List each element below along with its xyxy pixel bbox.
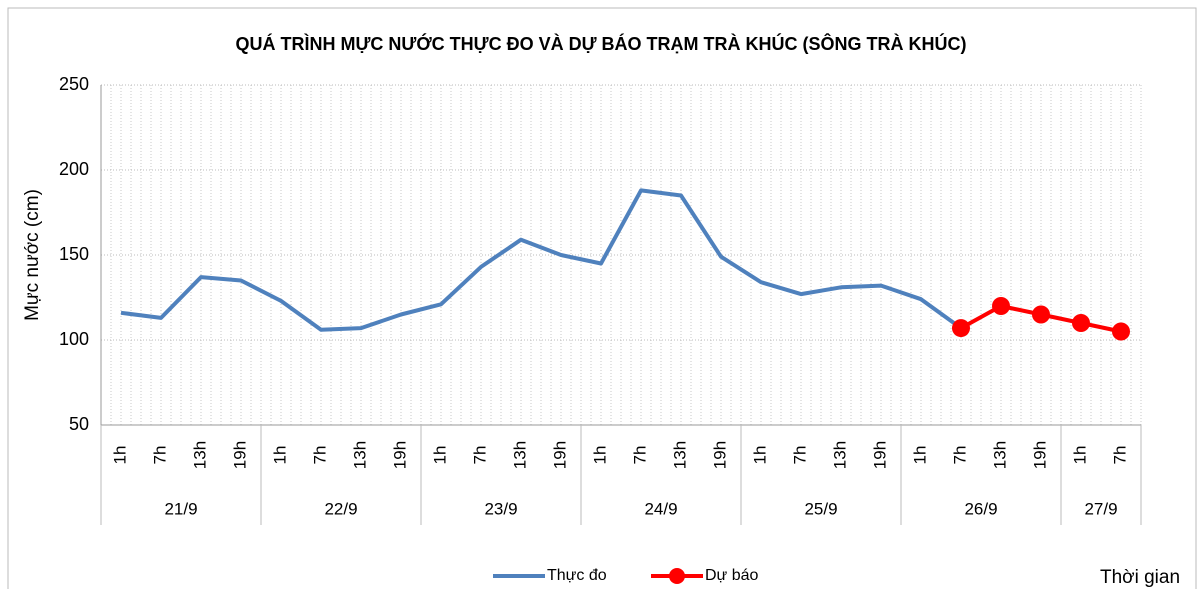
x-tick-label: 1h xyxy=(430,446,449,465)
group-label: 25/9 xyxy=(804,499,837,518)
marker xyxy=(1072,314,1090,332)
x-tick-label: 7h xyxy=(1110,446,1129,465)
group-label: 21/9 xyxy=(164,499,197,518)
legend-label: Dự báo xyxy=(705,567,759,584)
x-tick-label: 13h xyxy=(830,441,849,469)
group-label: 24/9 xyxy=(644,499,677,518)
y-axis-label: Mực nước (cm) xyxy=(22,189,43,321)
x-tick-label: 13h xyxy=(990,441,1009,469)
x-tick-label: 7h xyxy=(950,446,969,465)
legend-label: Thực đo xyxy=(547,567,607,584)
x-tick-label: 19h xyxy=(550,441,569,469)
x-tick-label: 19h xyxy=(230,441,249,469)
x-tick-label: 19h xyxy=(710,441,729,469)
x-tick-label: 13h xyxy=(510,441,529,469)
x-tick-label: 13h xyxy=(670,441,689,469)
x-tick-label: 13h xyxy=(350,441,369,469)
x-tick-label: 19h xyxy=(1030,441,1049,469)
group-label: 23/9 xyxy=(484,499,517,518)
x-tick-label: 1h xyxy=(910,446,929,465)
group-label: 27/9 xyxy=(1084,499,1117,518)
chart-title: QUÁ TRÌNH MỰC NƯỚC THỰC ĐO VÀ DỰ BÁO TRẠ… xyxy=(235,33,966,54)
x-tick-label: 1h xyxy=(590,446,609,465)
y-tick-label: 250 xyxy=(59,74,89,94)
x-tick-label: 19h xyxy=(390,441,409,469)
group-label: 26/9 xyxy=(964,499,997,518)
x-tick-label: 7h xyxy=(630,446,649,465)
x-tick-label: 7h xyxy=(790,446,809,465)
x-tick-label: 1h xyxy=(1070,446,1089,465)
marker xyxy=(952,319,970,338)
marker xyxy=(992,297,1010,315)
y-tick-label: 200 xyxy=(59,159,89,179)
x-tick-label: 1h xyxy=(270,446,289,465)
x-tick-label: 7h xyxy=(470,446,489,465)
chart-border xyxy=(7,7,1197,589)
group-label: 22/9 xyxy=(324,499,357,518)
line xyxy=(120,188,963,332)
x-tick-label: 7h xyxy=(150,446,169,465)
marker xyxy=(1032,305,1050,324)
y-tick-label: 150 xyxy=(59,244,89,264)
x-tick-label: 1h xyxy=(750,446,769,465)
x-tick-label: 7h xyxy=(310,446,329,465)
x-tick-label: 1h xyxy=(110,446,129,465)
y-tick-label: 100 xyxy=(59,329,89,349)
x-tick-label: 13h xyxy=(190,441,209,469)
marker xyxy=(1112,322,1130,341)
x-axis-label: Thời gian xyxy=(1100,567,1180,588)
legend-marker xyxy=(669,568,685,584)
x-tick-label: 19h xyxy=(870,441,889,469)
y-tick-label: 50 xyxy=(69,414,89,434)
